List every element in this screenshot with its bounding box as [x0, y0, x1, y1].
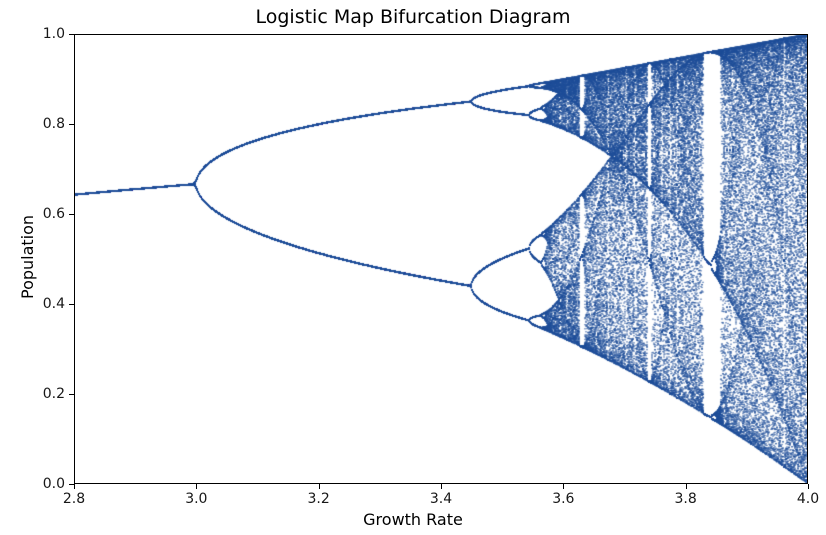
x-tick-label: 3.0: [185, 491, 207, 507]
x-axis-label: Growth Rate: [0, 510, 826, 529]
x-tick-label: 3.6: [552, 491, 574, 507]
y-tick: [69, 214, 74, 215]
axes-border: [74, 34, 808, 484]
y-tick: [69, 34, 74, 35]
x-tick: [686, 484, 687, 489]
x-tick-label: 3.4: [430, 491, 452, 507]
x-tick: [441, 484, 442, 489]
y-tick: [69, 124, 74, 125]
x-tick-label: 3.2: [308, 491, 330, 507]
x-tick-label: 2.8: [63, 491, 85, 507]
x-tick-label: 3.8: [675, 491, 697, 507]
y-tick: [69, 394, 74, 395]
y-tick: [69, 304, 74, 305]
chart-title: Logistic Map Bifurcation Diagram: [0, 6, 826, 28]
x-tick: [563, 484, 564, 489]
plot-area: [74, 34, 808, 484]
x-tick: [74, 484, 75, 489]
x-tick: [196, 484, 197, 489]
y-tick-label: 0.2: [37, 386, 65, 402]
figure: Logistic Map Bifurcation Diagram Populat…: [0, 0, 826, 535]
x-tick: [808, 484, 809, 489]
y-tick-label: 0.0: [37, 476, 65, 492]
y-tick-label: 1.0: [37, 26, 65, 42]
x-tick-label: 4.0: [797, 491, 819, 507]
x-tick: [319, 484, 320, 489]
y-axis-label: Population: [18, 215, 37, 299]
y-tick-label: 0.8: [37, 116, 65, 132]
y-tick-label: 0.4: [37, 296, 65, 312]
y-tick-label: 0.6: [37, 206, 65, 222]
y-tick: [69, 484, 74, 485]
